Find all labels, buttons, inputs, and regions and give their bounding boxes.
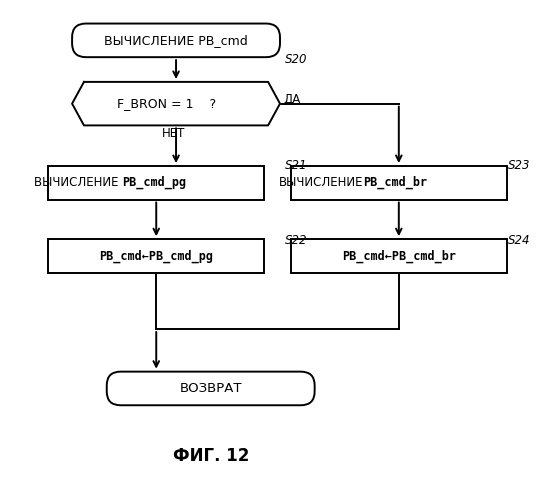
Text: ВЫЧИСЛЕНИЕ: ВЫЧИСЛЕНИЕ xyxy=(279,176,363,190)
Text: S24: S24 xyxy=(508,234,530,246)
Text: S22: S22 xyxy=(285,234,307,246)
Text: НЕТ: НЕТ xyxy=(162,128,186,140)
Text: ФИГ. 12: ФИГ. 12 xyxy=(172,446,249,464)
Text: PB_cmd_pg: PB_cmd_pg xyxy=(123,176,186,190)
Text: F_BRON = 1    ?: F_BRON = 1 ? xyxy=(116,97,216,110)
Bar xyxy=(48,166,264,200)
Bar xyxy=(291,166,507,200)
Text: S23: S23 xyxy=(508,160,530,172)
Text: PB_cmd←PB_cmd_pg: PB_cmd←PB_cmd_pg xyxy=(99,250,213,262)
FancyBboxPatch shape xyxy=(107,372,315,406)
Polygon shape xyxy=(72,82,280,126)
Text: PB_cmd←PB_cmd_br: PB_cmd←PB_cmd_br xyxy=(342,250,456,262)
FancyBboxPatch shape xyxy=(72,24,280,57)
Text: ДА: ДА xyxy=(283,93,300,106)
Text: PB_cmd_br: PB_cmd_br xyxy=(363,176,427,190)
Text: ВЫЧИСЛЕНИЕ PB_cmd: ВЫЧИСЛЕНИЕ PB_cmd xyxy=(104,34,248,47)
Bar xyxy=(48,239,264,272)
Text: ВОЗВРАТ: ВОЗВРАТ xyxy=(179,382,242,395)
Text: S20: S20 xyxy=(285,52,307,66)
Bar xyxy=(291,239,507,272)
Text: S21: S21 xyxy=(285,160,307,172)
Text: ВЫЧИСЛЕНИЕ: ВЫЧИСЛЕНИЕ xyxy=(34,176,123,190)
